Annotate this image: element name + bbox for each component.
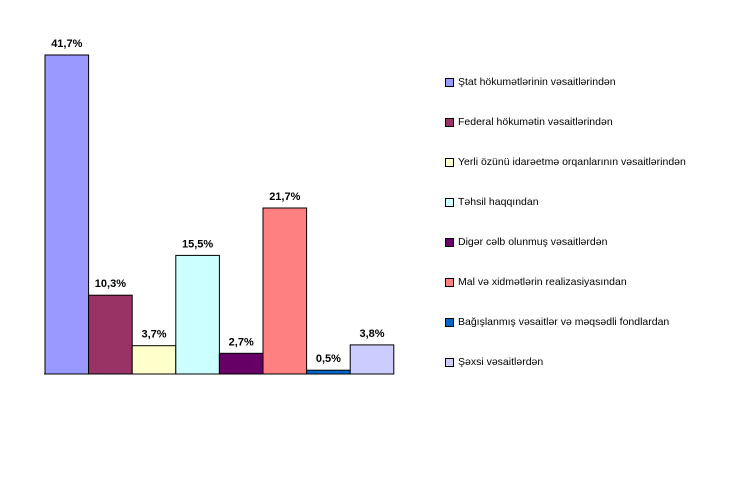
legend-item-6: Mal və xidmətlərin realizasiyasından bbox=[445, 262, 735, 302]
legend-label: Yerli özünü idarəetmə orqanlarının vəsai… bbox=[458, 156, 686, 168]
legend-label: Bağışlanmış vəsaitlər və məqsədli fondla… bbox=[458, 316, 670, 328]
legend-swatch bbox=[445, 317, 454, 327]
legend-swatch bbox=[445, 237, 454, 247]
legend-item-7: Bağışlanmış vəsaitlər və məqsədli fondla… bbox=[445, 302, 735, 342]
legend-item-1: Ştat hökumətlərinin vəsaitlərindən bbox=[445, 62, 735, 102]
legend-swatch bbox=[445, 117, 454, 127]
legend-item-3: Yerli özünü idarəetmə orqanlarının vəsai… bbox=[445, 142, 735, 182]
value-labels-group: 41,7% 10,3% 3,7% 15,5% 2,7% 21,7% 0,5% 3,8% bbox=[51, 38, 385, 365]
legend-label: Federal hökumətin vəsaitlərindən bbox=[458, 116, 613, 128]
bar-1 bbox=[44, 54, 90, 375]
legend-label: Təhsil haqqından bbox=[458, 196, 539, 208]
legend: Ştat hökumətlərinin vəsaitlərindən Federa… bbox=[445, 62, 735, 382]
legend-label: Ştat hökumətlərinin vəsaitlərindən bbox=[458, 76, 616, 88]
bar-value-label-7: 0,5% bbox=[316, 353, 341, 365]
bar-value-label-5: 2,7% bbox=[229, 336, 254, 348]
legend-swatch bbox=[445, 157, 454, 167]
bar-value-label-6: 21,7% bbox=[269, 191, 300, 203]
bar-5 bbox=[218, 352, 264, 375]
bar-value-label-2: 10,3% bbox=[95, 278, 126, 290]
bars-group bbox=[44, 54, 395, 375]
bar-value-label-8: 3,8% bbox=[359, 328, 384, 340]
legend-swatch bbox=[445, 277, 454, 287]
legend-item-5: Digər cəlb olunmuş vəsaitlərdən bbox=[445, 222, 735, 262]
legend-label: Mal və xidmətlərin realizasiyasından bbox=[458, 276, 627, 288]
bar-8 bbox=[349, 344, 395, 375]
legend-item-8: Şəxsi vəsaitlərdən bbox=[445, 342, 735, 382]
bar-3 bbox=[131, 345, 177, 375]
legend-swatch bbox=[445, 77, 454, 87]
legend-label: Şəxsi vəsaitlərdən bbox=[458, 356, 544, 368]
bar-value-label-1: 41,7% bbox=[51, 38, 82, 50]
bar-4 bbox=[175, 254, 220, 375]
legend-swatch bbox=[445, 197, 454, 207]
bar-value-label-3: 3,7% bbox=[141, 329, 166, 341]
legend-item-2: Federal hökumətin vəsaitlərindən bbox=[445, 102, 735, 142]
legend-item-4: Təhsil haqqından bbox=[445, 182, 735, 222]
bar-value-label-4: 15,5% bbox=[182, 238, 213, 250]
legend-label: Digər cəlb olunmuş vəsaitlərdən bbox=[458, 236, 608, 248]
bar-6 bbox=[262, 207, 308, 375]
legend-swatch bbox=[445, 357, 454, 367]
bar-2 bbox=[88, 294, 133, 375]
bar-7 bbox=[306, 369, 351, 375]
